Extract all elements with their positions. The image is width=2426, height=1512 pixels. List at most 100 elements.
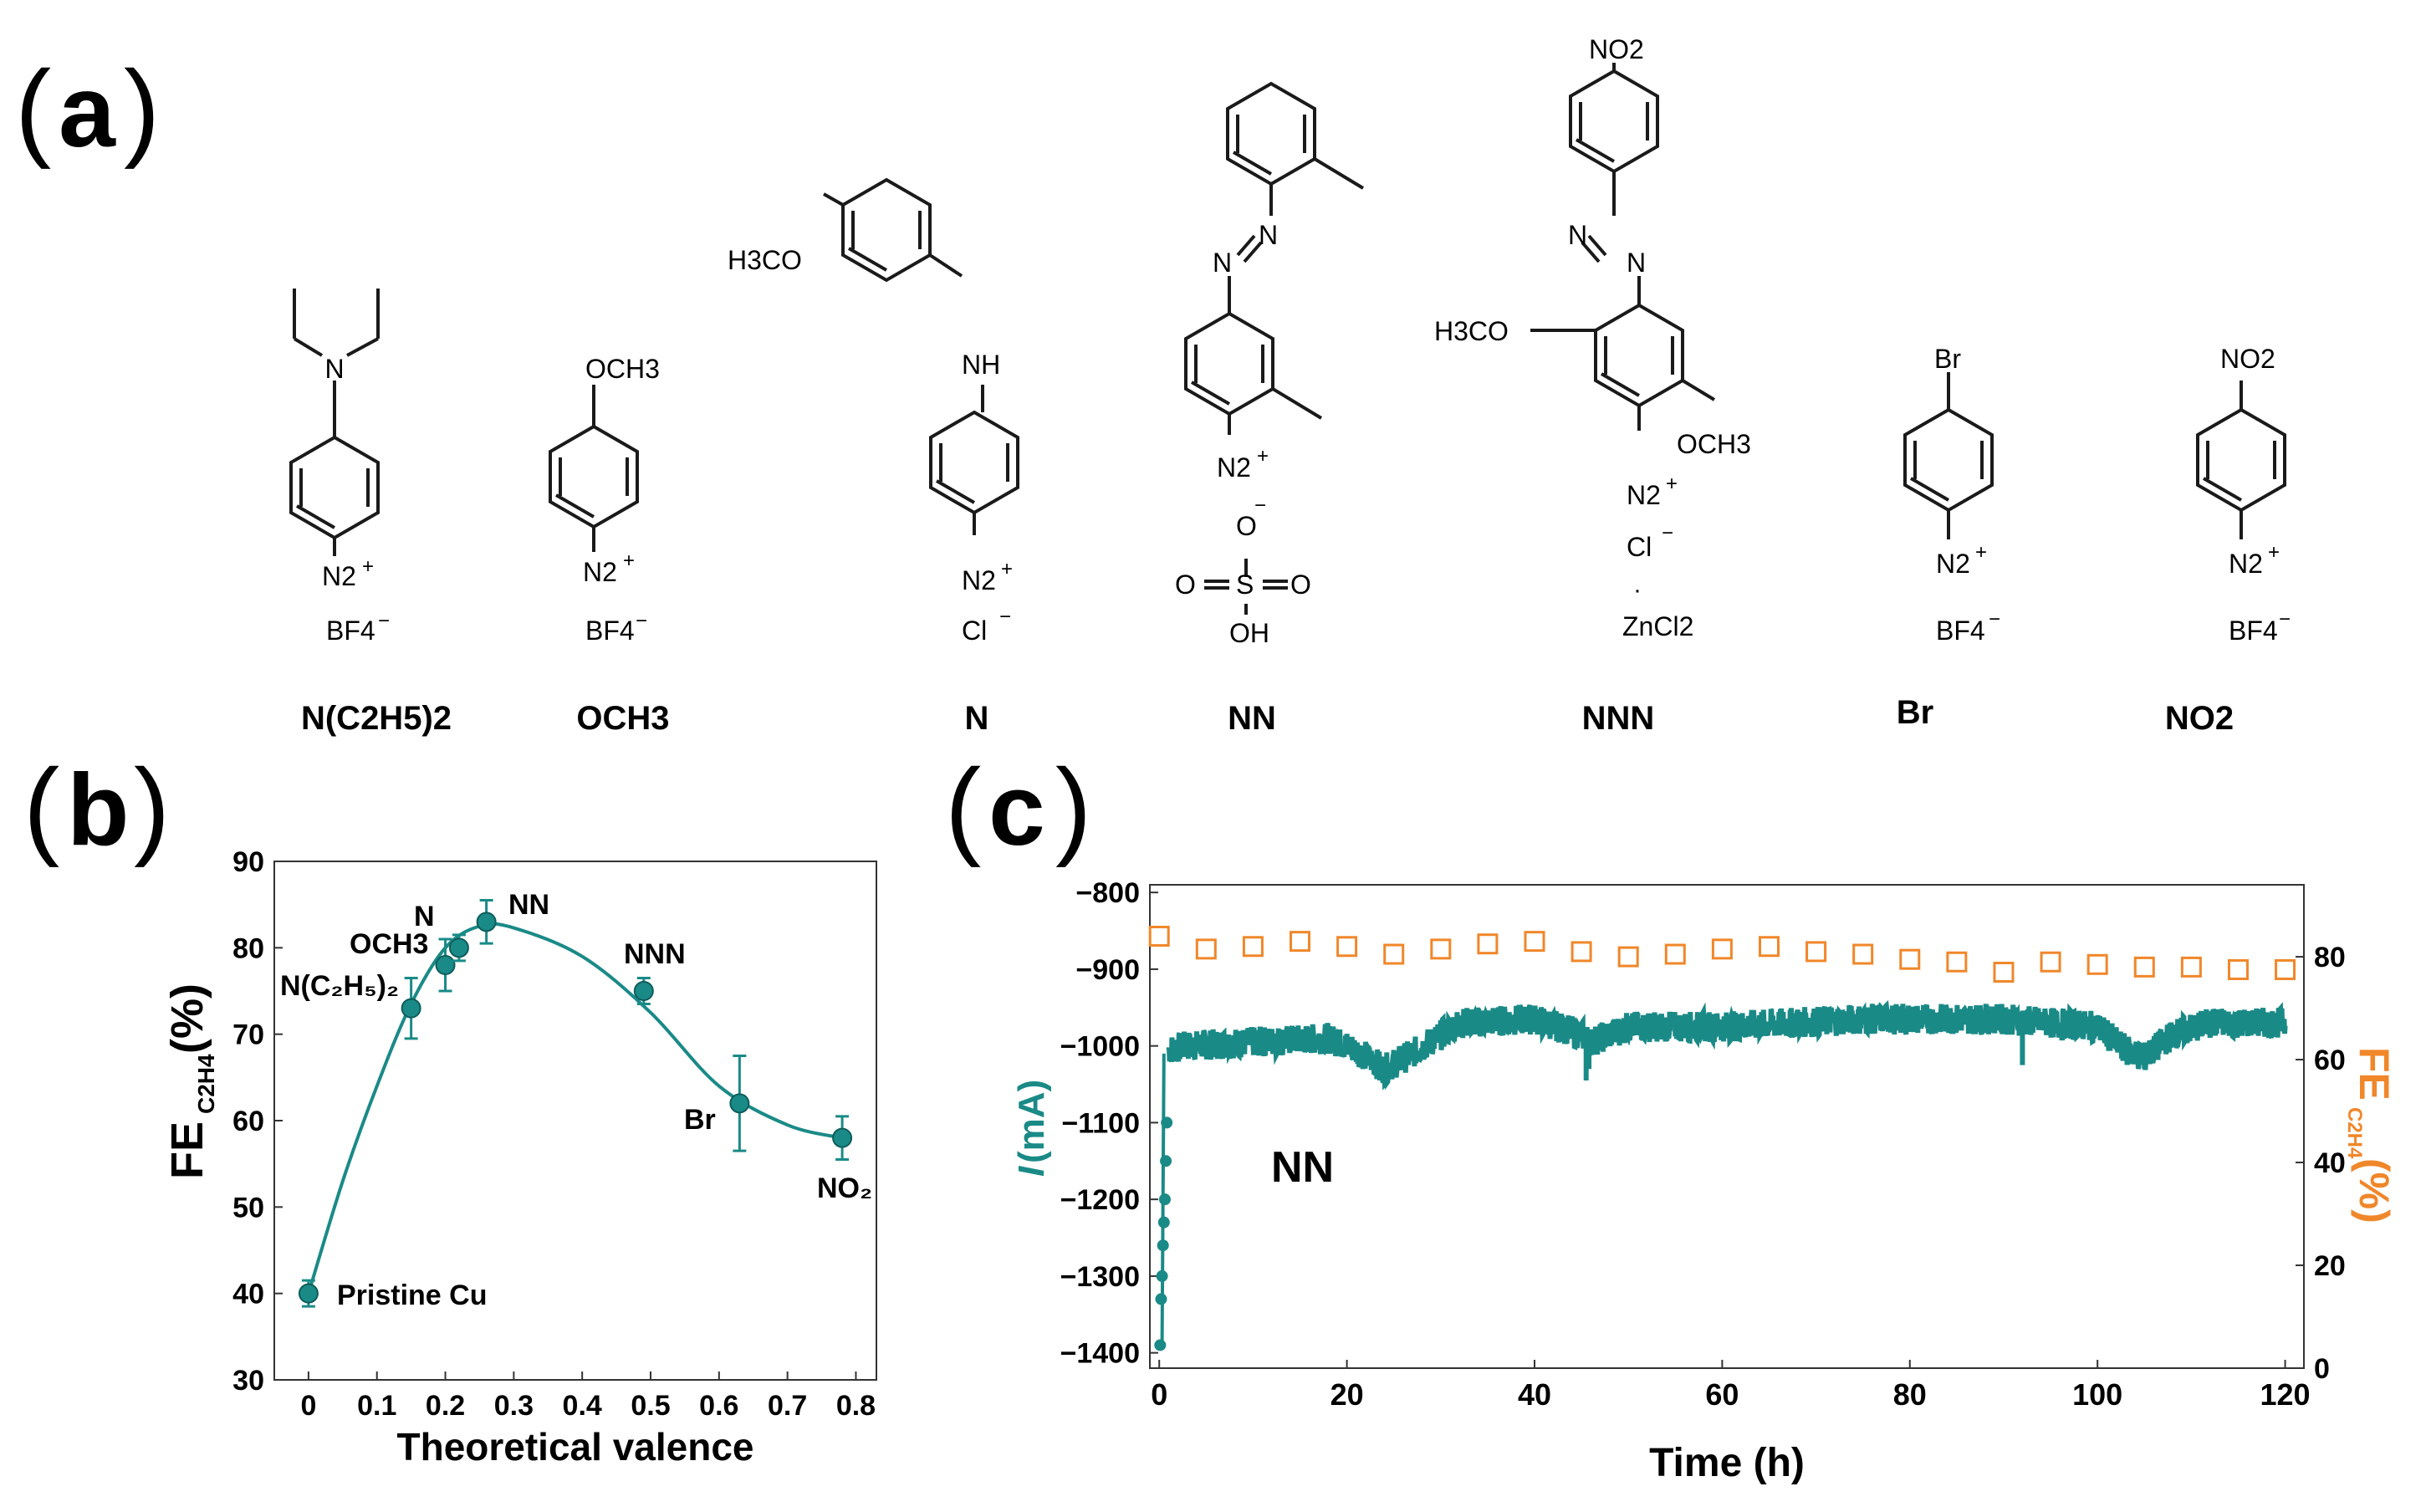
chart-b-point — [476, 912, 497, 932]
struct-n-nh: NH — [962, 350, 1000, 380]
struct-nn-azo1: N — [1259, 220, 1278, 250]
chart-c-fe-point — [1571, 941, 1592, 963]
chart-c-fe-point — [2227, 958, 2249, 980]
chart-c-fe-point — [2086, 953, 2108, 975]
chart-c-ytick-right-label: 20 — [2314, 1250, 2346, 1282]
chart-c-fe-point — [1524, 931, 1545, 953]
chart-c-ylabel-right-sub: C2H4 — [2343, 1107, 2366, 1159]
chart-c-fe-point — [1336, 936, 1358, 958]
struct-nn-o3: O — [1290, 570, 1311, 600]
chart-c-ytick-left-label: −1100 — [1061, 1107, 1140, 1139]
struct-ne2-counter: BF4 — [326, 616, 375, 646]
chart-b-ylabel-unit: (%) — [162, 983, 212, 1054]
chart-c-ytick-right-label: 40 — [2314, 1147, 2346, 1179]
structure-no2: NO2 N2 + BF4 − NO2 — [2165, 344, 2291, 737]
chart-b-ytick-label: 30 — [232, 1365, 264, 1397]
chart-b-ytick-label: 90 — [232, 846, 264, 878]
chart-b-xtick-label: 0.5 — [631, 1390, 670, 1422]
structure-bonds — [289, 63, 2286, 615]
struct-no2-sub: NO2 — [2220, 344, 2275, 374]
svg-text:+: + — [1975, 541, 1987, 564]
chart-b-point — [401, 998, 421, 1019]
chart-c-fe-point — [1899, 948, 1921, 970]
chart-c-y-axis-right: 0 20 40 60 80 — [2296, 942, 2346, 1385]
chart-c-fe-point — [1477, 933, 1499, 955]
chart-c-fe-point — [1993, 962, 2015, 983]
panel-c-letter: c — [988, 753, 1045, 866]
chart-c-fe-point — [2275, 958, 2296, 980]
chart-c-xtick-label: 120 — [2260, 1377, 2311, 1412]
svg-text:−: − — [378, 610, 390, 632]
panel-c-open-paren: ( — [945, 746, 981, 868]
chart-b-x-axis: 0 0.1 0.2 0.3 0.4 0.5 0.6 0.7 0.8 — [300, 1372, 876, 1422]
chart-b-xtick-label: 0.3 — [494, 1390, 534, 1422]
annot-n: N — [414, 901, 435, 932]
chart-c-x-axis: 0 20 40 60 80 100 120 — [1151, 1360, 2311, 1412]
panel-b: ( b ) 30 40 50 60 70 80 90 0 0.1 0.2 0.3 0.4 0.5 0.6… — [23, 746, 877, 1469]
chart-b-point — [298, 1283, 319, 1304]
panel-b-close-paren: ) — [134, 746, 170, 868]
structure-br: Br N2 + BF4 − Br — [1897, 344, 2000, 731]
chart-c-fe-point — [1805, 941, 1827, 963]
panel-a-letter: a — [59, 54, 116, 168]
chart-b-xtick-label: 0.7 — [768, 1390, 807, 1422]
chart-b-ylabel-main: FE — [162, 1121, 212, 1179]
struct-name-no2: NO2 — [2165, 700, 2234, 737]
struct-nn-azo2: N — [1213, 248, 1232, 278]
chart-b-ytick-label: 50 — [232, 1192, 264, 1223]
struct-name-nnn: NNN — [1582, 700, 1655, 737]
struct-nnn-zncl: ZnCl2 — [1622, 611, 1693, 641]
svg-text:−: − — [2279, 608, 2291, 631]
struct-n-sub: H3CO — [728, 245, 802, 275]
struct-name-och3: OCH3 — [576, 700, 669, 737]
struct-nnn-och3: OCH3 — [1677, 429, 1751, 459]
chart-b-point — [729, 1093, 750, 1114]
chart-c-ytick-right-label: 0 — [2314, 1353, 2330, 1385]
chart-c-fe-point — [1711, 938, 1733, 960]
structure-nn: N N N2 + O − O S O OH NN — [1175, 220, 1311, 737]
panel-b-open-paren: ( — [23, 746, 59, 868]
chart-c-ytick-left-label: −900 — [1075, 954, 1140, 986]
chart-c-fe-point — [1290, 931, 1311, 953]
chart-c-fe-point — [1383, 943, 1405, 965]
struct-och3-counter: BF4 — [585, 616, 635, 646]
struct-name-br: Br — [1897, 694, 1933, 731]
panel-c: ( c ) −1400−1300−1200−1100−1000−900−800 … — [945, 746, 2398, 1485]
chart-c-ytick-right-label: 80 — [2314, 942, 2346, 973]
chart-c-fe-point — [1195, 938, 1217, 960]
chart-c-fe-point — [1852, 943, 1874, 965]
chart-c-title-label: NN — [1271, 1143, 1334, 1192]
annot-ne2: N(C₂H₅)₂ — [280, 970, 399, 1002]
chart-b-ytick-label: 40 — [232, 1279, 264, 1310]
chart-c-fe-point — [2133, 956, 2155, 978]
chart-c-fe-point — [2180, 956, 2202, 978]
struct-nn-o2: O — [1175, 570, 1196, 600]
annot-och3: OCH3 — [350, 928, 428, 960]
struct-ne2-n2: N2 — [322, 561, 356, 591]
chart-b-ytick-label: 60 — [232, 1106, 264, 1137]
panel-b-letter: b — [67, 753, 130, 866]
chart-b-xtick-label: 0 — [300, 1390, 316, 1422]
chart-c-ylabel-right-unit: (%) — [2351, 1158, 2398, 1223]
annot-br: Br — [684, 1104, 716, 1136]
struct-nnn-azo1: N — [1568, 220, 1587, 250]
struct-no2-n2: N2 — [2229, 549, 2263, 579]
struct-nnn-azo2: N — [1627, 248, 1646, 278]
struct-br-n2: N2 — [1936, 549, 1970, 579]
struct-no2-counter: BF4 — [2229, 616, 2278, 646]
chart-b-xlabel: Theoretical valence — [397, 1425, 754, 1469]
chart-b-point — [448, 937, 469, 958]
svg-text:+: + — [1001, 558, 1013, 580]
svg-text:−: − — [1989, 608, 2000, 631]
chart-c-xtick-label: 80 — [1893, 1377, 1927, 1412]
chart-b-xtick-label: 0.1 — [357, 1390, 396, 1422]
svg-text:−: − — [999, 605, 1011, 628]
chart-b-point — [435, 955, 456, 975]
chart-c-ylabel-left-unit: (mA) — [1011, 1080, 1052, 1163]
struct-nn-o1: O — [1236, 511, 1257, 541]
chart-c-xtick-label: 60 — [1705, 1377, 1739, 1412]
panel-c-close-paren: ) — [1055, 746, 1091, 868]
struct-nnn-h3co: H3CO — [1434, 316, 1509, 346]
panel-a-close-paren: ) — [124, 48, 160, 170]
